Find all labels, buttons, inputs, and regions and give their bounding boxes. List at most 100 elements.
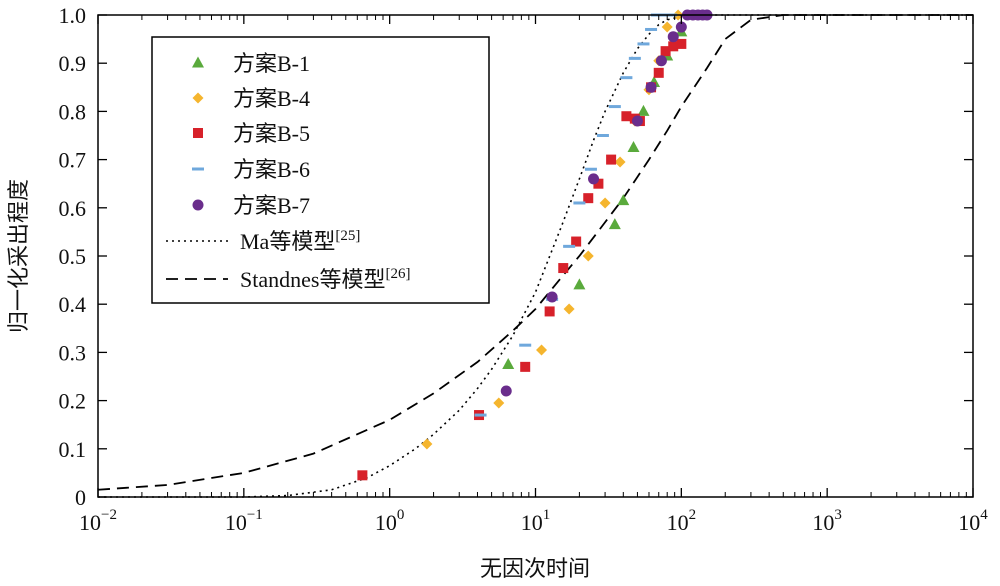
point-circle bbox=[631, 115, 643, 127]
standnes-model-curve bbox=[97, 14, 973, 491]
point-diamond bbox=[493, 397, 505, 409]
point-triangle bbox=[627, 141, 640, 153]
legend-marker-triangle bbox=[192, 56, 204, 68]
y-tick-label: 0.6 bbox=[59, 196, 87, 221]
point-diamond bbox=[536, 344, 548, 356]
data-points bbox=[357, 9, 713, 481]
point-dash bbox=[637, 42, 650, 46]
point-dash bbox=[584, 167, 597, 171]
legend-model-name: Ma等模型 bbox=[240, 229, 335, 254]
y-tick-label: 0.5 bbox=[59, 244, 87, 269]
point-dash bbox=[608, 105, 621, 109]
legend-marker-square bbox=[193, 128, 203, 138]
point-square bbox=[520, 361, 531, 372]
legend: 方案B-1 方案B-4 方案B-5 方案B-6 方案B-7 Ma等模型[25] Standn… bbox=[151, 36, 490, 304]
point-circle bbox=[588, 173, 600, 185]
point-triangle bbox=[573, 278, 586, 290]
point-dash bbox=[596, 134, 609, 137]
point-square bbox=[676, 38, 687, 49]
point-dash bbox=[620, 76, 633, 80]
point-circle bbox=[667, 31, 679, 43]
x-tick-base: 10 bbox=[521, 510, 543, 535]
point-square bbox=[357, 470, 368, 481]
x-tick-label: 10−1 bbox=[225, 507, 263, 535]
point-circle bbox=[500, 385, 512, 397]
y-tick-label: 0.2 bbox=[59, 389, 87, 414]
point-square bbox=[606, 154, 617, 165]
point-circle bbox=[546, 291, 558, 303]
point-dash bbox=[519, 343, 532, 347]
legend-label: Ma等模型[25] bbox=[240, 228, 360, 254]
point-square bbox=[558, 263, 569, 274]
point-dash bbox=[645, 27, 658, 31]
point-diamond bbox=[614, 156, 626, 168]
point-triangle bbox=[637, 104, 650, 116]
y-axis-title: 归一化采出程度 bbox=[7, 179, 32, 333]
x-tick-exponent: −1 bbox=[247, 507, 263, 523]
point-circle bbox=[655, 55, 667, 67]
point-dash bbox=[474, 413, 487, 417]
y-tick-label: 0.3 bbox=[59, 340, 87, 365]
point-triangle bbox=[502, 357, 515, 369]
x-tick-label: 104 bbox=[958, 507, 988, 535]
legend-citation: [25] bbox=[335, 228, 360, 244]
legend-marker-circle bbox=[192, 199, 204, 211]
point-square bbox=[653, 67, 664, 78]
point-square bbox=[544, 306, 555, 317]
point-circle bbox=[645, 81, 657, 93]
x-tick-base: 10 bbox=[958, 510, 980, 535]
legend-label: 方案B-1 bbox=[233, 51, 310, 76]
point-square bbox=[668, 41, 679, 52]
y-tick-label: 0.7 bbox=[59, 148, 87, 173]
y-tick-label: 0.9 bbox=[59, 51, 87, 76]
legend-label: 方案B-5 bbox=[233, 121, 310, 146]
x-tick-base: 10 bbox=[225, 510, 247, 535]
x-tick-exponent: 3 bbox=[834, 507, 842, 523]
legend-marker-diamond bbox=[192, 92, 204, 104]
tick-labels: 10−2 10−1 100 101 102 103 10400.10.20.30.40.50… bbox=[59, 3, 989, 535]
legend-marker-dash bbox=[192, 167, 204, 171]
x-tick-exponent: −2 bbox=[101, 507, 117, 523]
point-square bbox=[583, 193, 594, 204]
legend-citation: [26] bbox=[385, 266, 410, 282]
point-dash bbox=[628, 56, 641, 60]
x-tick-label: 103 bbox=[812, 507, 842, 535]
x-tick-label: 10−2 bbox=[79, 507, 117, 535]
point-diamond bbox=[421, 438, 433, 450]
x-tick-exponent: 4 bbox=[980, 507, 988, 523]
x-tick-label: 100 bbox=[375, 507, 405, 535]
point-square bbox=[660, 46, 671, 57]
point-dash bbox=[573, 201, 586, 205]
y-tick-label: 0.1 bbox=[59, 437, 87, 462]
y-tick-label: 0.4 bbox=[59, 292, 87, 317]
point-dash bbox=[563, 244, 576, 248]
legend-label: Standnes等模型[26] bbox=[240, 266, 410, 292]
point-diamond bbox=[563, 303, 575, 315]
point-diamond bbox=[599, 197, 611, 209]
x-tick-base: 10 bbox=[375, 510, 397, 535]
point-triangle bbox=[617, 194, 630, 206]
legend-label: 方案B-4 bbox=[233, 86, 310, 111]
legend-frame bbox=[151, 36, 490, 304]
legend-label: 方案B-7 bbox=[233, 193, 310, 218]
x-tick-exponent: 2 bbox=[689, 507, 697, 523]
x-tick-base: 10 bbox=[79, 510, 101, 535]
y-tick-label: 1.0 bbox=[59, 3, 87, 28]
x-tick-label: 101 bbox=[521, 507, 551, 535]
legend-label: 方案B-6 bbox=[233, 157, 310, 182]
x-tick-label: 102 bbox=[667, 507, 697, 535]
point-triangle bbox=[608, 218, 621, 230]
tick-marks bbox=[97, 14, 974, 498]
y-tick-label: 0 bbox=[75, 485, 86, 510]
x-tick-exponent: 1 bbox=[543, 507, 551, 523]
y-tick-label: 0.8 bbox=[59, 99, 87, 124]
point-square bbox=[571, 236, 582, 247]
x-axis-title: 无因次时间 bbox=[480, 557, 590, 582]
point-diamond bbox=[582, 250, 594, 262]
x-tick-exponent: 0 bbox=[397, 507, 405, 523]
point-diamond bbox=[661, 21, 673, 33]
point-circle bbox=[675, 21, 687, 33]
point-square bbox=[593, 178, 604, 189]
x-tick-base: 10 bbox=[812, 510, 834, 535]
